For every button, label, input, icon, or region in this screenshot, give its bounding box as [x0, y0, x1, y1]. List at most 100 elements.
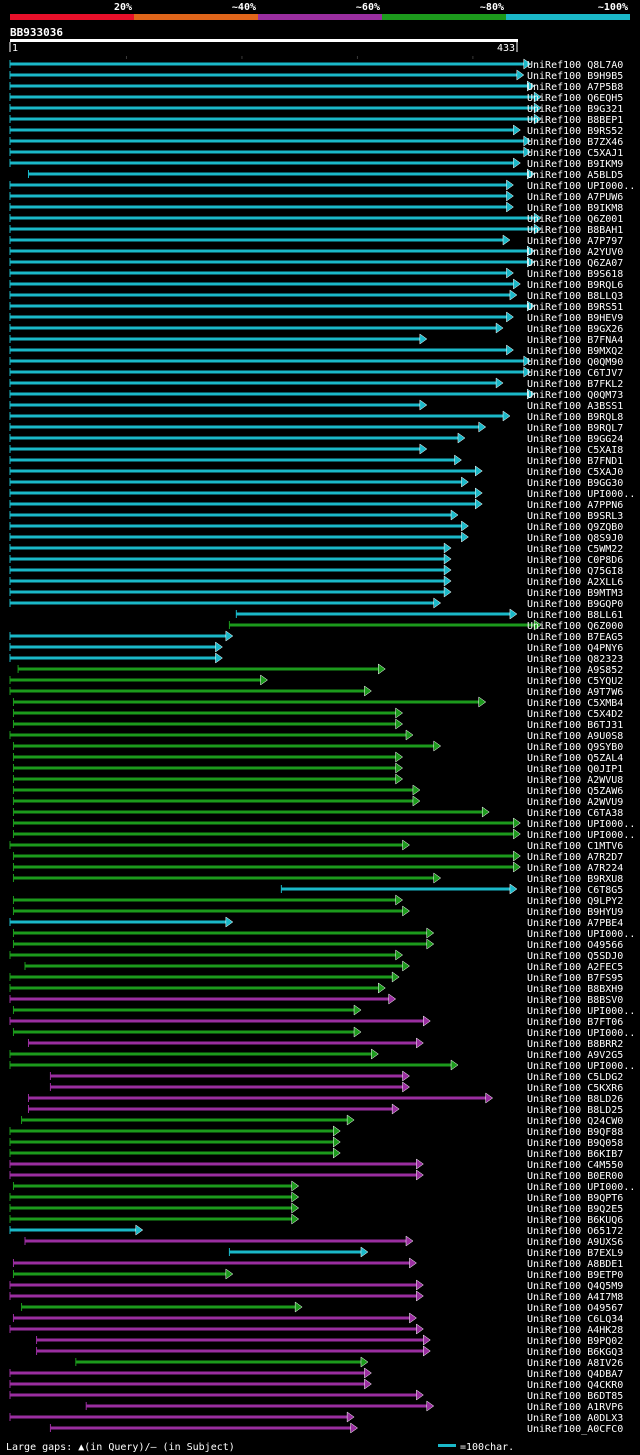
hit-row[interactable]: UniRef100_B7EAG5	[0, 630, 640, 643]
hit-row[interactable]: UniRef100_Q6ZA07	[0, 256, 640, 269]
hit-row[interactable]: UniRef100_B8LLQ3	[0, 289, 640, 302]
hit-label[interactable]: UniRef100_A2XLL6	[527, 577, 623, 588]
hit-label[interactable]: UniRef100_O49567	[527, 1303, 623, 1314]
hit-label[interactable]: UniRef100_C5WM22	[527, 544, 623, 555]
hit-row[interactable]: UniRef100_B7FKL2	[0, 377, 640, 390]
hit-label[interactable]: UniRef100_Q5ZAW6	[527, 786, 623, 797]
hit-label[interactable]: UniRef100_C1MTV6	[527, 841, 623, 852]
hit-label[interactable]: UniRef100_B9RXU8	[527, 874, 623, 885]
hit-row[interactable]: UniRef100_C5XAI8	[0, 443, 640, 456]
hit-label[interactable]: UniRef100_A9UXS6	[527, 1237, 623, 1248]
hit-label[interactable]: UniRef100_A4HK28	[527, 1325, 623, 1336]
hit-row[interactable]: UniRef100_A7R224	[0, 861, 640, 874]
hit-label[interactable]: UniRef100_B9S618	[527, 269, 623, 280]
hit-row[interactable]: UniRef100_C5XMB4	[0, 696, 640, 709]
hit-label[interactable]: UniRef100_C6LQ34	[527, 1314, 623, 1325]
hit-row[interactable]: UniRef100_A9UXS6	[0, 1235, 640, 1248]
hit-label[interactable]: UniRef100_C5XAI8	[527, 445, 623, 456]
hit-label[interactable]: UniRef100_B8BAH1	[527, 225, 623, 236]
hit-row[interactable]: UniRef100_C5X4D2	[0, 707, 640, 720]
hit-label[interactable]: UniRef100_A1RVP6	[527, 1402, 623, 1413]
hit-row[interactable]: UniRef100_B9MTM3	[0, 586, 640, 599]
hit-row[interactable]: UniRef100_A7PPN6	[0, 498, 640, 511]
hit-row[interactable]: UniRef100_A5BLD5	[0, 168, 640, 181]
hit-row[interactable]: UniRef100_B9RQL6	[0, 278, 640, 291]
hit-row[interactable]: UniRef100_Q0JIP1	[0, 762, 640, 775]
hit-label[interactable]: UniRef100_B9HYU9	[527, 907, 623, 918]
hit-label[interactable]: UniRef100_UPI000..	[527, 181, 635, 192]
hit-row[interactable]: UniRef100_B9RXU8	[0, 872, 640, 885]
hit-row[interactable]: UniRef100_Q9ZQB0	[0, 520, 640, 533]
hit-label[interactable]: UniRef100_C6TJV7	[527, 368, 623, 379]
hit-row[interactable]: UniRef100_UPI000..	[0, 828, 640, 841]
hit-label[interactable]: UniRef100_Q9LPY2	[527, 896, 623, 907]
hit-label[interactable]: UniRef100_B9RS52	[527, 126, 623, 137]
hit-label[interactable]: UniRef100_Q6Z000	[527, 621, 623, 632]
hit-row[interactable]: UniRef100_A7R2D7	[0, 850, 640, 863]
hit-label[interactable]: UniRef100_B6KUQ6	[527, 1215, 623, 1226]
hit-row[interactable]: UniRef100_B8BAH1	[0, 223, 640, 236]
hit-label[interactable]: UniRef100_A7R2D7	[527, 852, 623, 863]
hit-row[interactable]: UniRef100_B9GX26	[0, 322, 640, 335]
hit-label[interactable]: UniRef100_Q75GI8	[527, 566, 623, 577]
hit-row[interactable]: UniRef100_A4HK28	[0, 1323, 640, 1336]
hit-label[interactable]: UniRef100_B9GG24	[527, 434, 623, 445]
hit-row[interactable]: UniRef100_C6LQ34	[0, 1312, 640, 1325]
hit-label[interactable]: UniRef100_B6KGQ3	[527, 1347, 623, 1358]
hit-row[interactable]: UniRef100_B9HYU9	[0, 905, 640, 918]
hit-row[interactable]: UniRef100_Q82323	[0, 652, 640, 665]
hit-label[interactable]: UniRef100_Q0JIP1	[527, 764, 623, 775]
hit-row[interactable]: UniRef100_O49566	[0, 938, 640, 951]
hit-label[interactable]: UniRef100_B8LD26	[527, 1094, 623, 1105]
hit-label[interactable]: UniRef100_B8LL61	[527, 610, 623, 621]
hit-label[interactable]: UniRef100_A0CFC0	[527, 1424, 623, 1435]
hit-label[interactable]: UniRef100_A5BLD5	[527, 170, 623, 181]
hit-row[interactable]: UniRef100_A2WVU8	[0, 773, 640, 786]
hit-label[interactable]: UniRef100_Q6EQH5	[527, 93, 623, 104]
hit-row[interactable]: UniRef100_B7ZX46	[0, 135, 640, 148]
hit-row[interactable]: UniRef100_B9GQP0	[0, 597, 640, 610]
hit-label[interactable]: UniRef100_Q4CKR0	[527, 1380, 623, 1391]
hit-row[interactable]: UniRef100_B9RS51	[0, 300, 640, 313]
hit-row[interactable]: UniRef100_A2WVU9	[0, 795, 640, 808]
hit-row[interactable]: UniRef100_B8BRR2	[0, 1037, 640, 1050]
hit-row[interactable]: UniRef100_B9GG30	[0, 476, 640, 489]
hit-row[interactable]: UniRef100_B7FND1	[0, 454, 640, 467]
hit-label[interactable]: UniRef100_B7EAG5	[527, 632, 623, 643]
hit-label[interactable]: UniRef100_B9ETP0	[527, 1270, 623, 1281]
hit-row[interactable]: UniRef100_UPI000..	[0, 179, 640, 192]
hit-row[interactable]: UniRef100_UPI000..	[0, 927, 640, 940]
hit-row[interactable]: UniRef100_C6TA38	[0, 806, 640, 819]
hit-label[interactable]: UniRef100_A7R224	[527, 863, 623, 874]
hit-row[interactable]: UniRef100_UPI000..	[0, 1026, 640, 1039]
hit-label[interactable]: UniRef100_A7P797	[527, 236, 623, 247]
hit-label[interactable]: UniRef100_A0DLX3	[527, 1413, 623, 1424]
hit-label[interactable]: UniRef100_UPI000..	[527, 1182, 635, 1193]
hit-label[interactable]: UniRef100_B7FT06	[527, 1017, 623, 1028]
hit-row[interactable]: UniRef100_UPI000..	[0, 1059, 640, 1072]
hit-row[interactable]: UniRef100_B6KIB7	[0, 1147, 640, 1160]
hit-label[interactable]: UniRef100_A2YUV0	[527, 247, 623, 258]
hit-label[interactable]: UniRef100_Q82323	[527, 654, 623, 665]
hit-row[interactable]: UniRef100_O65172	[0, 1224, 640, 1237]
hit-row[interactable]: UniRef100_B7FT06	[0, 1015, 640, 1028]
hit-row[interactable]: UniRef100_A7P5B8	[0, 80, 640, 93]
hit-label[interactable]: UniRef100_Q8S9J0	[527, 533, 623, 544]
hit-label[interactable]: UniRef100_C5YQU2	[527, 676, 623, 687]
hit-label[interactable]: UniRef100_B9Q2E5	[527, 1204, 623, 1215]
hit-label[interactable]: UniRef100_C5KXR6	[527, 1083, 623, 1094]
hit-row[interactable]: UniRef100_A9V2G5	[0, 1048, 640, 1061]
hit-label[interactable]: UniRef100_B8BEP1	[527, 115, 623, 126]
hit-label[interactable]: UniRef100_B6TJ31	[527, 720, 623, 731]
hit-row[interactable]: UniRef100_B8LD26	[0, 1092, 640, 1105]
hit-row[interactable]: UniRef100_B9IKM9	[0, 157, 640, 170]
hit-row[interactable]: UniRef100_C5XAJ0	[0, 465, 640, 478]
hit-label[interactable]: UniRef100_B9IKM9	[527, 159, 623, 170]
hit-label[interactable]: UniRef100_B9RS51	[527, 302, 623, 313]
hit-label[interactable]: UniRef100_B7ZX46	[527, 137, 623, 148]
hit-row[interactable]: UniRef100_A2YUV0	[0, 245, 640, 258]
hit-row[interactable]: UniRef100_B9RS52	[0, 124, 640, 137]
hit-row[interactable]: UniRef100_Q75GI8	[0, 564, 640, 577]
hit-row[interactable]: UniRef100_A9T7W6	[0, 685, 640, 698]
hit-label[interactable]: UniRef100_B9MXQ2	[527, 346, 623, 357]
